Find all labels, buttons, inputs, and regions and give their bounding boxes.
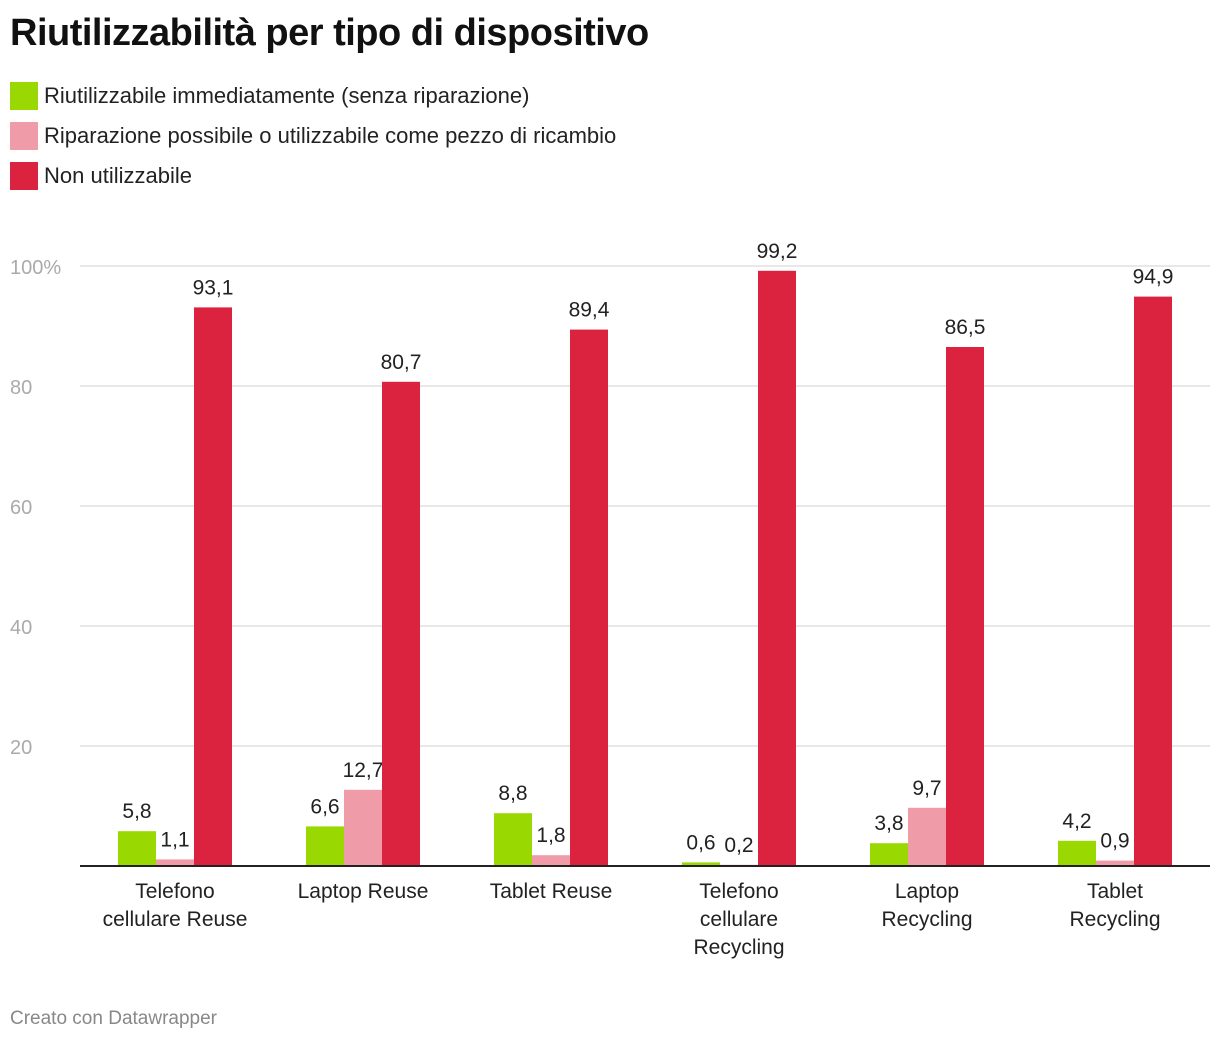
- bar: [156, 859, 194, 866]
- bar: [1134, 296, 1172, 867]
- data-label: 5,8: [122, 800, 151, 823]
- data-label: 99,2: [757, 240, 798, 263]
- bar: [1058, 840, 1096, 866]
- data-label: 0,2: [724, 834, 753, 857]
- y-tick-label: 20: [10, 737, 32, 759]
- bar: [118, 831, 156, 866]
- legend-item: Non utilizzabile: [10, 162, 192, 190]
- x-tick-label: Recycling: [1069, 908, 1160, 931]
- chart-title: Riutilizzabilità per tipo di dispositivo: [10, 12, 649, 54]
- bar: [870, 843, 908, 866]
- data-label: 0,9: [1100, 830, 1129, 853]
- data-label: 86,5: [945, 316, 986, 339]
- x-tick-label: Recycling: [693, 936, 784, 959]
- legend-item: Riparazione possibile o utilizzabile com…: [10, 122, 616, 150]
- bar: [908, 807, 946, 866]
- legend-label: Riparazione possibile o utilizzabile com…: [44, 123, 617, 148]
- x-tick-label: Tablet: [1087, 880, 1143, 903]
- data-label: 1,8: [536, 824, 565, 847]
- footer-credit: Creato con Datawrapper: [10, 1008, 217, 1029]
- legend-label: Non utilizzabile: [44, 163, 192, 188]
- bar: [570, 329, 608, 867]
- data-label: 9,7: [912, 777, 941, 800]
- data-label: 93,1: [193, 276, 234, 299]
- x-tick-label: Tablet Reuse: [490, 880, 613, 903]
- data-label: 1,1: [160, 828, 189, 851]
- legend-label: Riutilizzabile immediatamente (senza rip…: [44, 83, 530, 108]
- legend-swatch: [10, 162, 38, 190]
- x-tick-label: cellulare: [700, 908, 778, 931]
- data-label: 4,2: [1062, 810, 1091, 833]
- x-tick-label: cellulare Reuse: [103, 908, 248, 931]
- bar-chart: 20 40 60 80 100% 5,8 1,1 93,1 Telefono cellulare …: [10, 240, 1210, 959]
- y-tick-label: 40: [10, 617, 32, 639]
- x-tick-label: Telefono: [135, 880, 214, 903]
- data-label: 3,8: [874, 812, 903, 835]
- bar: [344, 789, 382, 866]
- bar: [494, 813, 532, 866]
- data-label: 94,9: [1133, 266, 1174, 289]
- bar: [1096, 860, 1134, 866]
- data-label: 8,8: [498, 782, 527, 805]
- x-tick-label: Recycling: [881, 908, 972, 931]
- data-label: 6,6: [310, 795, 339, 818]
- legend-item: Riutilizzabile immediatamente (senza rip…: [10, 82, 529, 110]
- data-label: 89,4: [569, 299, 610, 322]
- data-label: 0,6: [686, 831, 715, 854]
- bar: [382, 381, 420, 866]
- y-tick-label: 100%: [10, 257, 61, 279]
- x-tick-label: Laptop: [895, 880, 959, 903]
- y-tick-label: 60: [10, 497, 32, 519]
- legend-swatch: [10, 82, 38, 110]
- bar: [946, 347, 984, 866]
- bar: [758, 270, 796, 866]
- bar: [532, 855, 570, 866]
- data-label: 12,7: [343, 759, 384, 782]
- bar: [306, 826, 344, 866]
- x-tick-label: Telefono: [699, 880, 778, 903]
- legend-swatch: [10, 122, 38, 150]
- y-tick-label: 80: [10, 377, 32, 399]
- x-tick-label: Laptop Reuse: [298, 880, 429, 903]
- bar: [682, 862, 720, 866]
- data-label: 80,7: [381, 351, 422, 374]
- bar: [194, 307, 232, 866]
